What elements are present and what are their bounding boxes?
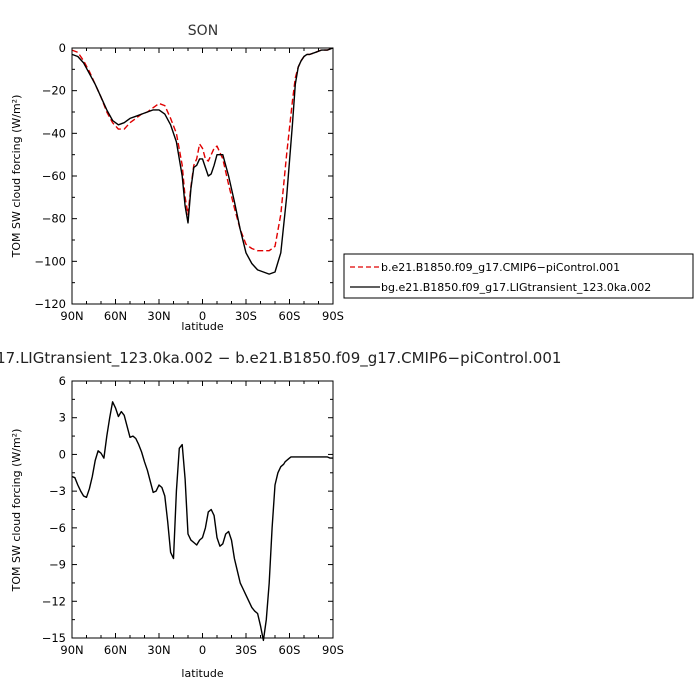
bottom-x-tick-label: 90S <box>322 643 344 657</box>
bottom-y-tick-label: 3 <box>59 411 66 425</box>
bottom-y-tick-label: −3 <box>49 484 66 498</box>
bottom-plot-frame <box>71 380 334 639</box>
top-y-tick-label: −40 <box>42 126 66 140</box>
top-x-axis-label: latitude <box>181 320 223 333</box>
chart-title: SON <box>188 23 218 39</box>
top-x-tick-label: 90S <box>322 309 344 323</box>
top-y-tick-label: −120 <box>34 297 66 311</box>
top-x-tick-label: 60N <box>104 309 127 323</box>
top-x-tick-label: 0 <box>199 309 206 323</box>
difference-title: bg.e21.B1850.f09_g17.LIGtransient_123.0k… <box>0 349 561 368</box>
bottom-x-tick-label: 60N <box>104 643 127 657</box>
bottom-x-tick-label: 30S <box>235 643 257 657</box>
top-series-lines <box>71 47 334 275</box>
top-series-line-0 <box>71 47 334 252</box>
top-x-tick-label: 30S <box>235 309 257 323</box>
top-series-line-1 <box>71 47 334 275</box>
bottom-y-tick-label: −12 <box>42 594 66 608</box>
top-y-tick-label: −100 <box>34 254 66 268</box>
bottom-chart: bg.e21.B1850.f09_g17.LIGtransient_123.0k… <box>0 349 561 680</box>
legend-label-picontrol: b.e21.B1850.f09_g17.CMIP6−piControl.001 <box>381 261 620 274</box>
bottom-y-tick-label: −9 <box>49 558 66 572</box>
top-axis-ticks: 90N 60N 30N 0 30S 60S 90S 0 −20 −40 −60 −80 −100 −120 <box>34 41 344 323</box>
top-y-tick-label: −80 <box>42 212 66 226</box>
bottom-x-axis-label: latitude <box>181 667 223 680</box>
bottom-y-tick-label: 6 <box>59 374 66 388</box>
bottom-x-tick-label: 30N <box>147 643 170 657</box>
bottom-x-tick-label: 0 <box>199 643 206 657</box>
bottom-x-tick-label: 60S <box>279 643 301 657</box>
bottom-y-tick-label: −15 <box>42 631 66 645</box>
top-y-axis-label: TOM SW cloud forcing (W/m²) <box>10 95 23 259</box>
bottom-y-tick-label: −6 <box>49 521 66 535</box>
top-y-tick-label: −60 <box>42 169 66 183</box>
top-chart: SON 90N 60N 30N 0 30S 60S 90S 0 −20 −40 −60 −80 −100… <box>10 23 344 333</box>
top-y-tick-label: −20 <box>42 84 66 98</box>
legend-box <box>343 253 694 299</box>
top-x-tick-label: 30N <box>147 309 170 323</box>
bottom-axis-ticks: 90N 60N 30N 0 30S 60S 90S 6 3 0 −3 −6 −9 −12 −15 <box>42 374 344 657</box>
top-x-tick-label: 90N <box>60 309 83 323</box>
legend: b.e21.B1850.f09_g17.CMIP6−piControl.001 … <box>343 253 694 299</box>
bottom-series-line-0 <box>71 401 333 642</box>
top-plot-frame <box>71 47 334 305</box>
legend-label-ligtransient: bg.e21.B1850.f09_g17.LIGtransient_123.0k… <box>381 281 651 294</box>
top-y-tick-label: 0 <box>59 41 66 55</box>
bottom-series-lines <box>71 401 333 642</box>
bottom-y-tick-label: 0 <box>59 447 66 461</box>
bottom-y-axis-label: TOM SW cloud forcing (W/m²) <box>10 429 23 593</box>
bottom-x-tick-label: 90N <box>60 643 83 657</box>
top-x-tick-label: 60S <box>279 309 301 323</box>
